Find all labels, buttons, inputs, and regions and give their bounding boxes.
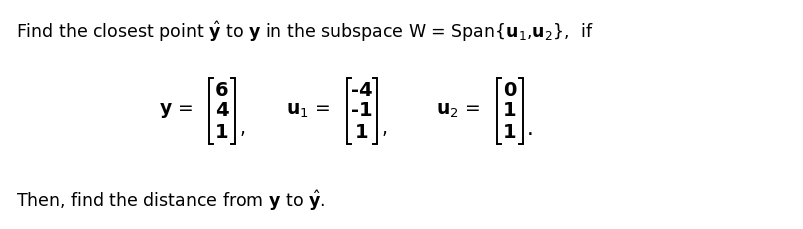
- Text: .: .: [526, 119, 533, 139]
- Text: -1: -1: [351, 101, 373, 120]
- Text: ,: ,: [240, 120, 246, 139]
- Text: 4: 4: [215, 101, 229, 120]
- Text: $\mathbf{u}_1$ =: $\mathbf{u}_1$ =: [286, 101, 329, 120]
- Text: Find the closest point $\hat{\mathbf{y}}$ to $\mathbf{y}$ in the subspace W = Sp: Find the closest point $\hat{\mathbf{y}}…: [16, 19, 593, 44]
- Text: 0: 0: [503, 81, 516, 99]
- Text: 6: 6: [215, 81, 229, 99]
- Text: 1: 1: [503, 101, 516, 120]
- Text: $\mathbf{u}_2$ =: $\mathbf{u}_2$ =: [435, 101, 479, 120]
- Text: Then, find the distance from $\mathbf{y}$ to $\hat{\mathbf{y}}$.: Then, find the distance from $\mathbf{y}…: [16, 189, 324, 213]
- Text: -4: -4: [351, 81, 373, 99]
- Text: $\mathbf{y}$ =: $\mathbf{y}$ =: [159, 101, 193, 120]
- Text: 1: 1: [503, 123, 516, 142]
- Text: 1: 1: [215, 123, 229, 142]
- Text: ,: ,: [381, 120, 388, 139]
- Text: 1: 1: [355, 123, 369, 142]
